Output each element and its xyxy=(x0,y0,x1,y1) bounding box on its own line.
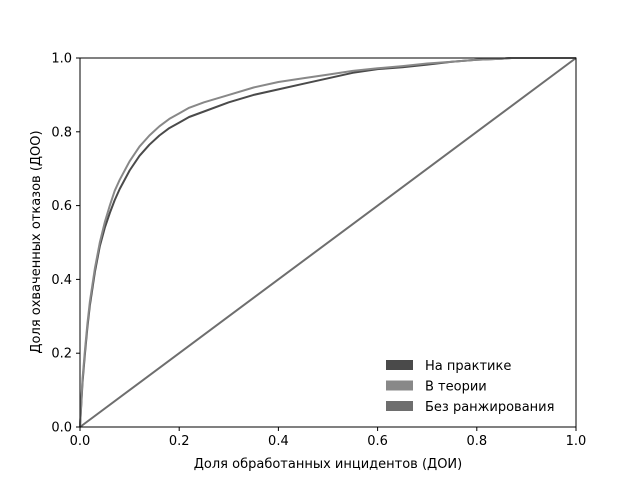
x-tick-label: 0.4 xyxy=(268,434,289,449)
series-line-1 xyxy=(79,57,576,428)
y-axis-label: Доля охваченных отказов (ДОО) xyxy=(29,130,44,353)
y-tick-label: 0.6 xyxy=(51,199,72,214)
legend-swatch-1 xyxy=(386,380,413,391)
y-tick-label: 0.0 xyxy=(51,421,72,436)
x-axis-label: Доля обработанных инцидентов (ДОИ) xyxy=(194,457,462,472)
legend-swatch-2 xyxy=(386,401,413,411)
y-axis-ticks: 0.0 0.2 0.4 0.6 0.8 1.0 xyxy=(51,52,80,436)
plot-series-group xyxy=(79,57,577,428)
legend: На практике В теории Без ранжирования xyxy=(386,359,554,415)
x-tick-label: 0.8 xyxy=(466,434,487,449)
x-tick-label: 0.6 xyxy=(367,434,388,449)
legend-label-2: Без ранжирования xyxy=(425,400,554,415)
legend-label-1: В теории xyxy=(425,380,487,395)
x-tick-label: 0.0 xyxy=(70,434,91,449)
plot-area-frame xyxy=(79,57,577,428)
x-tick-label: 1.0 xyxy=(566,434,587,449)
y-tick-label: 0.4 xyxy=(51,273,72,288)
x-axis-ticks: 0.0 0.2 0.4 0.6 0.8 1.0 xyxy=(70,427,587,449)
y-tick-label: 0.2 xyxy=(51,347,72,362)
series-line-2 xyxy=(79,57,577,428)
y-tick-label: 0.8 xyxy=(51,125,72,140)
legend-label-0: На практике xyxy=(425,359,511,374)
x-tick-label: 0.2 xyxy=(169,434,190,449)
legend-swatch-0 xyxy=(386,360,413,370)
y-tick-label: 1.0 xyxy=(51,52,72,67)
